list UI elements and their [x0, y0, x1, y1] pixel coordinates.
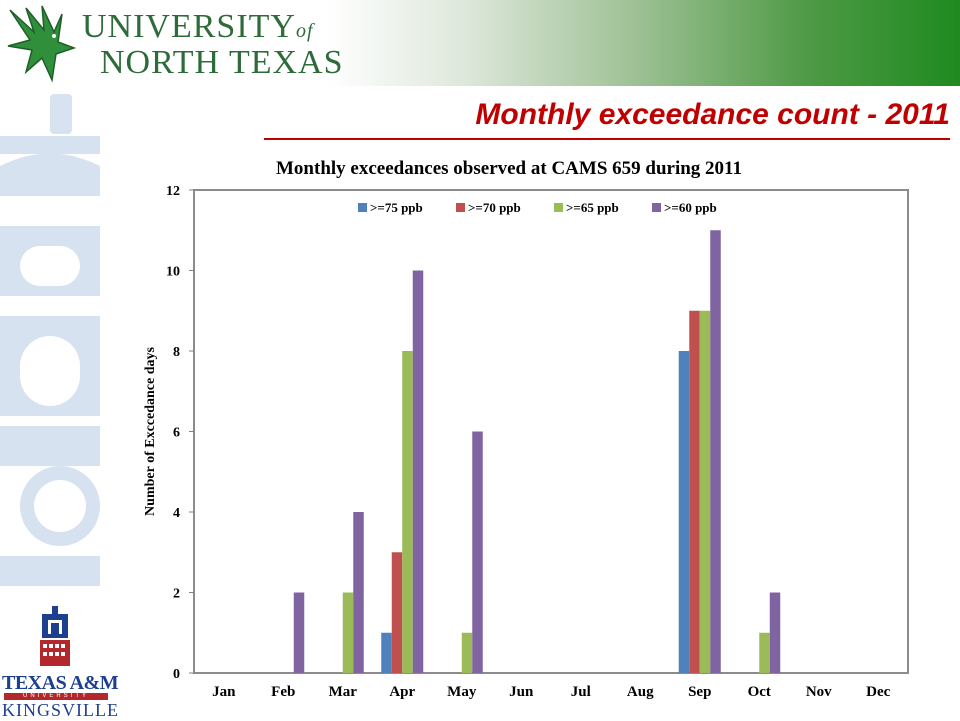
chart-title: Monthly exceedances observed at CAMS 659… — [276, 158, 743, 179]
exceedance-bar-chart: 0 2 4 6 8 10 12 Jan Feb Mar Apr May Jun Jul Aug Sep Oct N… — [143, 184, 909, 700]
y-tick-label: 8 — [173, 345, 180, 360]
bar-apr-s2 — [391, 552, 403, 673]
y-tick-label: 6 — [173, 426, 180, 441]
legend-swatch — [652, 203, 661, 212]
plot-area — [193, 189, 909, 674]
bar-oct-s3 — [759, 632, 770, 673]
x-tick-label: Aug — [627, 684, 654, 700]
y-tick-label: 2 — [173, 587, 180, 602]
title-underline — [264, 138, 950, 140]
x-tick-label: Oct — [748, 684, 771, 700]
y-tick-label: 12 — [166, 184, 180, 199]
bar-mar-s3 — [342, 592, 354, 673]
unt-wordmark: UNIVERSITYof NORTH TEXAS — [82, 6, 343, 81]
legend-label: >=70 ppb — [468, 200, 521, 215]
bar-sep-s4 — [710, 230, 721, 673]
y-tick-label: 4 — [173, 506, 180, 521]
x-tick-label: Sep — [688, 684, 711, 700]
building-watermark-icon — [0, 94, 100, 586]
bar-sep-s2 — [689, 310, 700, 673]
legend-label: >=65 ppb — [566, 200, 619, 215]
x-tick-label: Apr — [389, 684, 415, 700]
bar-may-s3 — [461, 632, 473, 673]
bar-apr-s3 — [402, 351, 413, 673]
x-tick-label: Mar — [329, 684, 358, 700]
tamuk-university: UNIVERSITY — [4, 693, 108, 700]
legend-label: >=75 ppb — [370, 200, 423, 215]
tower-icon — [40, 606, 70, 666]
logo-text-line2: NORTH TEXAS — [100, 44, 344, 81]
bar-sep-s1 — [678, 351, 690, 673]
logo-text-of: of — [295, 20, 314, 42]
legend-label: >=60 ppb — [664, 200, 717, 215]
tamuk-logo: TEXAS A&M UNIVERSITY KINGSVILLE — [0, 604, 119, 720]
y-axis-label: Number of Exccedance days — [143, 347, 158, 516]
x-tick-label: Jan — [212, 684, 236, 700]
x-tick-label: Nov — [806, 684, 832, 700]
bar-apr-s4 — [412, 270, 424, 673]
legend-swatch — [554, 203, 563, 212]
header-banner: UNIVERSITYof NORTH TEXAS — [0, 0, 960, 86]
x-tick-label: Jul — [571, 684, 591, 700]
legend-swatch — [456, 203, 465, 212]
bar-oct-s4 — [769, 592, 781, 673]
bar-mar-s4 — [353, 512, 364, 673]
x-tick-label: May — [447, 684, 477, 700]
tamuk-name: TEXAS A&M — [2, 672, 119, 694]
slide-title: Monthly exceedance count - 2011 — [475, 98, 950, 131]
bar-apr-s1 — [381, 632, 392, 673]
x-tick-label: Feb — [271, 684, 295, 700]
eagle-icon — [7, 5, 77, 83]
bar-sep-s3 — [699, 310, 711, 673]
x-tick-label: Jun — [509, 684, 534, 700]
bar-may-s4 — [472, 431, 483, 673]
logo-text-line1: UNIVERSITY — [82, 8, 296, 45]
chart-panel: 0 2 4 6 8 10 12 Jan Feb Mar Apr May Jun Jul Aug Sep Oct N… — [126, 150, 926, 710]
y-tick-label: 10 — [166, 265, 180, 280]
bar-feb-s4 — [293, 592, 305, 673]
y-tick-label: 0 — [173, 667, 180, 682]
x-tick-label: Dec — [866, 684, 890, 700]
tamuk-city: KINGSVILLE — [2, 700, 119, 720]
legend-swatch — [358, 203, 367, 212]
